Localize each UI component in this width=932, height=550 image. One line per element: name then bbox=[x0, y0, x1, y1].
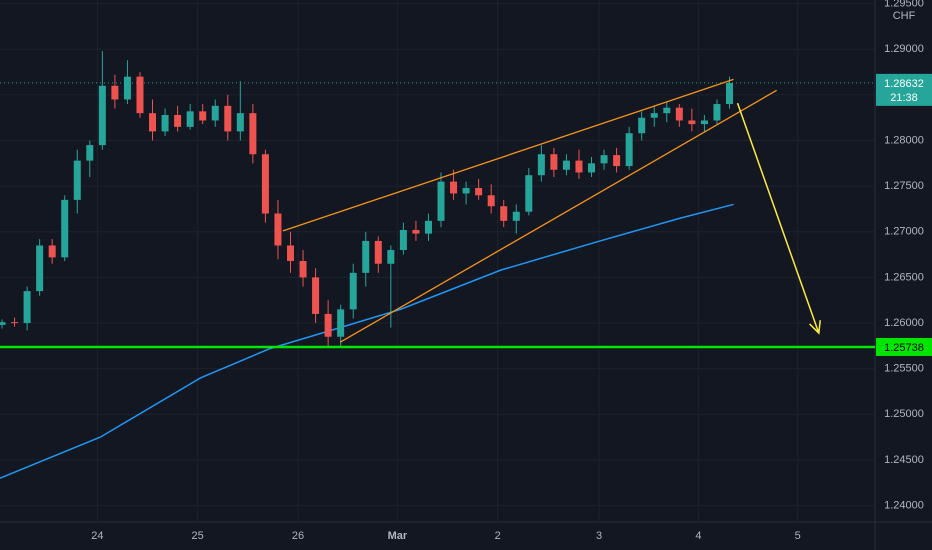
candle-body bbox=[362, 240, 370, 273]
x-tick-label: Mar bbox=[388, 530, 408, 542]
candle-body bbox=[525, 175, 533, 212]
x-tick-label: 2 bbox=[495, 530, 501, 542]
candle-body bbox=[450, 181, 458, 194]
candle-body bbox=[575, 160, 583, 173]
y-tick-label: 1.25500 bbox=[884, 363, 924, 375]
candle-body bbox=[111, 85, 119, 100]
arrow-head bbox=[809, 320, 821, 335]
candle-body bbox=[286, 245, 294, 261]
currency-label: CHF bbox=[893, 10, 916, 22]
candle-body bbox=[236, 113, 244, 132]
candle-body bbox=[98, 85, 106, 146]
candle-body bbox=[700, 120, 708, 125]
projection-arrow bbox=[736, 102, 820, 334]
candle-body bbox=[11, 322, 19, 324]
candle-body bbox=[36, 245, 44, 292]
candle-body bbox=[613, 155, 621, 167]
candle-body bbox=[487, 195, 495, 207]
candle-body bbox=[675, 107, 683, 121]
candle-body bbox=[136, 76, 144, 114]
y-tick-label: 1.29500 bbox=[884, 0, 924, 10]
support-label-box bbox=[876, 337, 932, 356]
y-tick-label: 1.24500 bbox=[884, 454, 924, 466]
y-tick-label: 1.24000 bbox=[884, 499, 924, 511]
candle-body bbox=[437, 181, 445, 221]
candle-body bbox=[726, 83, 734, 105]
y-tick-label: 1.27500 bbox=[884, 180, 924, 192]
candle-body bbox=[424, 220, 432, 234]
candle-body bbox=[249, 113, 257, 155]
candle-body bbox=[650, 113, 658, 118]
last-price-box bbox=[876, 73, 932, 106]
trend-line bbox=[339, 89, 777, 343]
candle-body bbox=[61, 199, 69, 258]
candle-body bbox=[274, 213, 282, 246]
candle-body bbox=[174, 114, 182, 127]
candle-body bbox=[312, 277, 320, 314]
x-tick-label: 25 bbox=[192, 530, 204, 542]
countdown-label: 21:38 bbox=[890, 92, 918, 104]
y-tick-label: 1.25000 bbox=[884, 408, 924, 420]
x-tick-label: 5 bbox=[795, 530, 801, 542]
x-tick-label: 26 bbox=[292, 530, 304, 542]
candle-body bbox=[600, 155, 608, 164]
candle-body bbox=[299, 261, 307, 278]
x-tick-label: 24 bbox=[91, 530, 103, 542]
candle-body bbox=[412, 229, 420, 234]
candle-body bbox=[537, 154, 545, 176]
candle-body bbox=[161, 114, 169, 132]
candle-body bbox=[48, 245, 56, 258]
candle-body bbox=[261, 154, 269, 214]
support-label: 1.25738 bbox=[884, 342, 924, 354]
y-tick-label: 1.27000 bbox=[884, 226, 924, 238]
candle-body bbox=[512, 211, 520, 221]
candle-body bbox=[688, 120, 696, 125]
candle-body bbox=[663, 107, 671, 114]
candle-body bbox=[337, 309, 345, 337]
trend-line bbox=[282, 78, 734, 232]
candle-body bbox=[0, 322, 6, 325]
y-tick-label: 1.26000 bbox=[884, 317, 924, 329]
candle-body bbox=[186, 111, 194, 127]
candle-body bbox=[149, 113, 157, 132]
moving-average bbox=[0, 203, 734, 479]
candle-body bbox=[475, 187, 483, 196]
x-tick-label: 3 bbox=[596, 530, 602, 542]
candle-body bbox=[23, 291, 31, 324]
candle-body bbox=[562, 160, 570, 170]
candle-body bbox=[462, 187, 470, 194]
y-tick-label: 1.28000 bbox=[884, 134, 924, 146]
candle-body bbox=[224, 105, 232, 132]
candle-body bbox=[713, 104, 721, 121]
y-tick-label: 1.29000 bbox=[884, 43, 924, 55]
candle-body bbox=[211, 105, 219, 121]
candle-body bbox=[638, 117, 646, 134]
candle-body bbox=[73, 160, 81, 200]
candle-body bbox=[500, 206, 508, 221]
x-tick-label: 4 bbox=[695, 530, 701, 542]
candle-body bbox=[374, 240, 382, 264]
candle-body bbox=[86, 145, 94, 161]
candle-body bbox=[349, 272, 357, 310]
candle-body bbox=[324, 313, 332, 337]
candle-body bbox=[123, 76, 131, 100]
candle-body bbox=[199, 111, 207, 121]
candle-body bbox=[588, 163, 596, 173]
candle-body bbox=[625, 133, 633, 167]
candle-body bbox=[387, 250, 395, 264]
last-price-label: 1.28632 bbox=[884, 78, 924, 90]
y-tick-label: 1.26500 bbox=[884, 271, 924, 283]
candle-body bbox=[399, 229, 407, 251]
candle-body bbox=[550, 154, 558, 170]
